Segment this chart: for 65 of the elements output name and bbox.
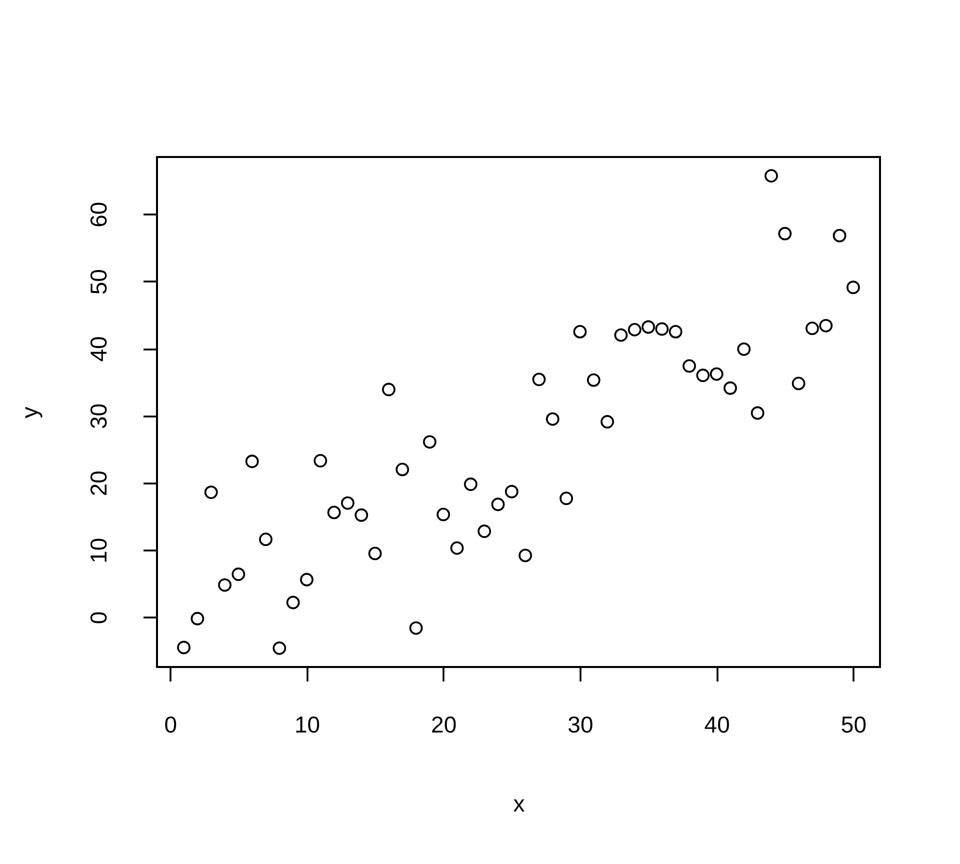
point [806, 322, 819, 336]
point [245, 454, 259, 468]
point [628, 322, 642, 336]
point [464, 478, 478, 491]
point [190, 612, 204, 626]
point [382, 382, 396, 396]
x-tick-label: 10 [294, 712, 320, 738]
y-tick-label: 50 [86, 269, 112, 295]
point [696, 368, 710, 382]
point [504, 484, 518, 498]
point [450, 541, 464, 555]
y-tick-label: 0 [86, 611, 112, 624]
point [422, 435, 436, 449]
point [832, 228, 846, 242]
x-axis-title: x [513, 790, 526, 816]
point [600, 415, 614, 428]
point [478, 524, 492, 538]
point [710, 367, 724, 381]
point [177, 640, 190, 654]
point [491, 498, 505, 512]
point [327, 506, 341, 520]
point [396, 462, 410, 476]
point [560, 492, 574, 506]
point [614, 328, 628, 342]
point [586, 373, 600, 387]
point [846, 280, 860, 294]
point [204, 486, 218, 499]
point [518, 548, 532, 562]
x-tick-label: 20 [431, 712, 457, 738]
point [819, 318, 833, 332]
point [655, 322, 669, 336]
y-axis-title: y [16, 406, 42, 418]
point [259, 532, 272, 546]
point [300, 572, 314, 586]
x-tick-label: 50 [840, 712, 867, 738]
point [792, 376, 806, 390]
x-tick-label: 0 [164, 712, 178, 738]
point [232, 568, 246, 581]
point [218, 578, 232, 592]
y-tick-label: 40 [86, 336, 112, 362]
point [764, 169, 778, 183]
point [368, 546, 382, 560]
point [682, 359, 696, 373]
point [341, 496, 354, 510]
y-tick-label: 20 [86, 470, 112, 496]
point [668, 325, 682, 338]
point [724, 381, 737, 395]
point [546, 412, 560, 426]
point [532, 372, 546, 386]
x-tick-label: 40 [704, 712, 730, 738]
point [314, 454, 328, 468]
point [272, 641, 286, 655]
point [737, 342, 751, 356]
point [354, 508, 368, 522]
point [750, 406, 764, 420]
y-tick-label: 30 [86, 403, 112, 429]
y-tick-label: 60 [86, 202, 112, 228]
point [286, 596, 300, 610]
point [573, 325, 587, 338]
point [409, 621, 423, 635]
point [642, 320, 655, 334]
point [778, 226, 792, 240]
y-tick-label: 10 [86, 538, 112, 564]
point [436, 508, 450, 522]
x-tick-label: 30 [568, 712, 594, 738]
